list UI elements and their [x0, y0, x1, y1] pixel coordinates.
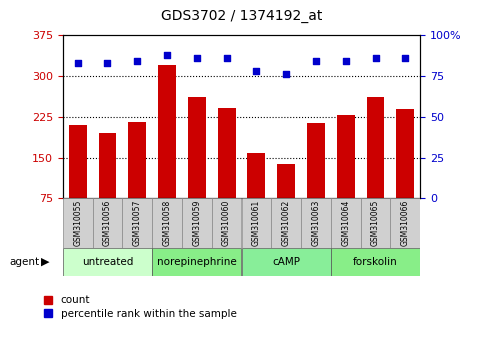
Bar [247, 153, 265, 239]
Bar [390, 198, 420, 248]
Text: GSM310060: GSM310060 [222, 200, 231, 246]
Point [401, 55, 409, 61]
Text: cAMP: cAMP [272, 257, 300, 267]
Point [133, 59, 141, 64]
Text: ▶: ▶ [41, 257, 50, 267]
Bar [331, 248, 420, 276]
Bar [361, 198, 390, 248]
Text: GSM310058: GSM310058 [163, 200, 171, 246]
Point [74, 60, 82, 66]
Bar [242, 248, 331, 276]
Bar [182, 198, 212, 248]
Text: forskolin: forskolin [353, 257, 398, 267]
Bar [337, 115, 355, 239]
Bar [158, 65, 176, 239]
Bar [188, 97, 206, 239]
Bar [93, 198, 122, 248]
Bar [277, 164, 295, 239]
Bar [212, 198, 242, 248]
Text: GSM310057: GSM310057 [133, 200, 142, 246]
Bar [331, 198, 361, 248]
Bar [271, 198, 301, 248]
Point [104, 60, 112, 66]
Bar [218, 108, 236, 239]
Text: GSM310056: GSM310056 [103, 200, 112, 246]
Point [282, 72, 290, 77]
Text: GSM310066: GSM310066 [401, 200, 410, 246]
Bar [122, 198, 152, 248]
Point [312, 59, 320, 64]
Text: GSM310065: GSM310065 [371, 200, 380, 246]
Bar [152, 198, 182, 248]
Bar [367, 97, 384, 239]
Point [193, 55, 201, 61]
Text: norepinephrine: norepinephrine [157, 257, 237, 267]
Bar [301, 198, 331, 248]
Text: GSM310055: GSM310055 [73, 200, 82, 246]
Text: GSM310059: GSM310059 [192, 200, 201, 246]
Bar [99, 133, 116, 239]
Text: GSM310062: GSM310062 [282, 200, 291, 246]
Text: agent: agent [10, 257, 40, 267]
Point [372, 55, 380, 61]
Bar [242, 198, 271, 248]
Text: GSM310064: GSM310064 [341, 200, 350, 246]
Point [163, 52, 171, 58]
Text: GSM310061: GSM310061 [252, 200, 261, 246]
Bar [63, 198, 93, 248]
Bar [63, 248, 152, 276]
Bar [397, 109, 414, 239]
Point [253, 68, 260, 74]
Text: GSM310063: GSM310063 [312, 200, 320, 246]
Text: GDS3702 / 1374192_at: GDS3702 / 1374192_at [161, 9, 322, 23]
Bar [128, 122, 146, 239]
Bar [69, 125, 86, 239]
Point [223, 55, 230, 61]
Bar [152, 248, 242, 276]
Bar [307, 123, 325, 239]
Legend: count, percentile rank within the sample: count, percentile rank within the sample [44, 296, 236, 319]
Text: untreated: untreated [82, 257, 133, 267]
Point [342, 59, 350, 64]
